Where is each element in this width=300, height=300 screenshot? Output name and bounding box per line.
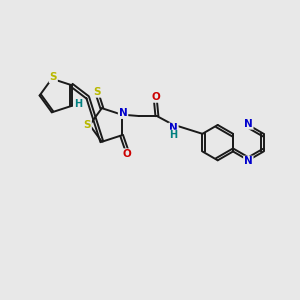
Text: S: S	[93, 87, 101, 97]
Text: H: H	[169, 130, 178, 140]
Text: N: N	[244, 157, 253, 166]
Text: N: N	[244, 119, 253, 129]
Text: H: H	[74, 99, 83, 109]
Text: N: N	[119, 108, 128, 118]
Text: O: O	[151, 92, 160, 102]
Text: S: S	[83, 120, 91, 130]
Text: O: O	[122, 149, 131, 159]
Text: S: S	[50, 72, 57, 82]
Text: N: N	[169, 123, 178, 134]
